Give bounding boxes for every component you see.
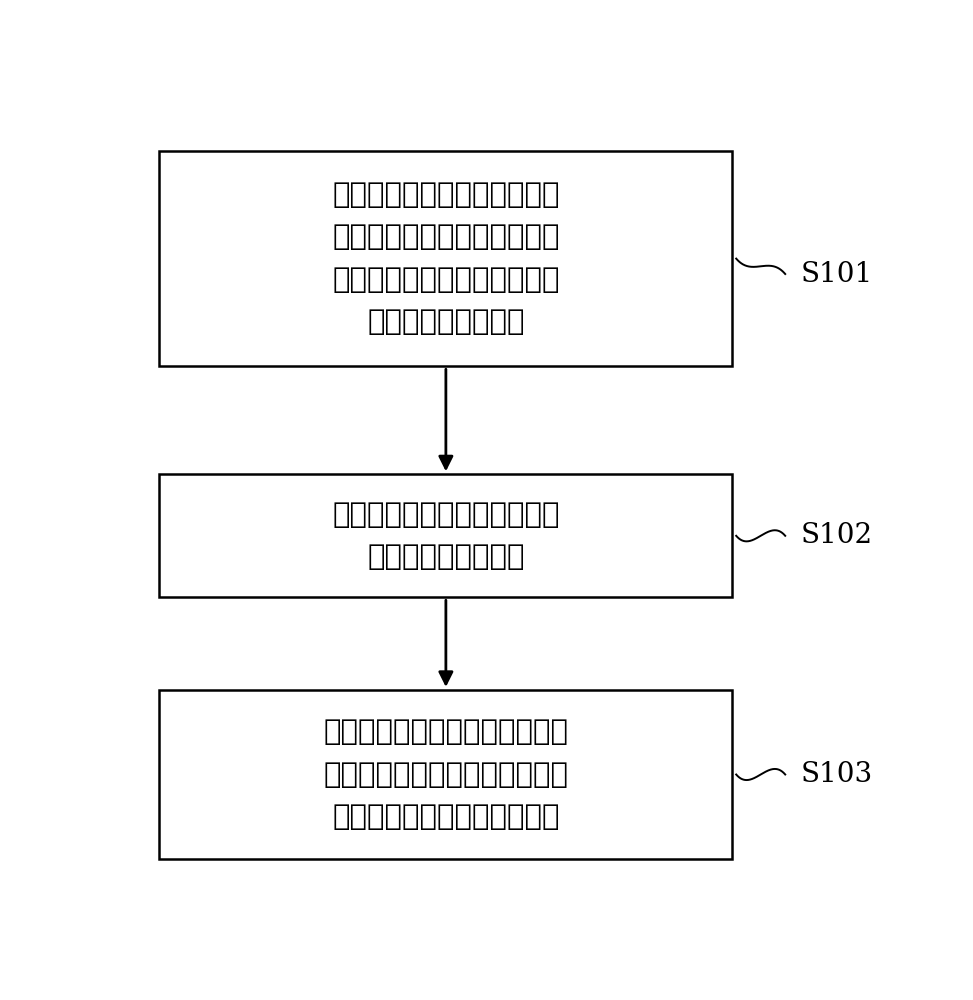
Bar (160, 151, 733, 366)
Text: 将金属镂空透光构件安装于迭级
层的洞口内，且金属镂空透光构
件的翼缘固定于饰面板的边缘: 将金属镂空透光构件安装于迭级 层的洞口内，且金属镂空透光构 件的翼缘固定于饰面板… (323, 718, 568, 831)
Text: S101: S101 (800, 260, 873, 288)
Bar (160, 690, 733, 859)
Text: S103: S103 (800, 761, 873, 788)
Text: 在框架主体上构建二级迭级造
型，在平面层上安装基层板，
安装迭级层的饰面板并于基层
板的下方形成一洞口: 在框架主体上构建二级迭级造 型，在平面层上安装基层板， 安装迭级层的饰面板并于基… (332, 181, 559, 336)
Text: S102: S102 (800, 522, 873, 549)
Text: 在平面层与迭级层之间的侧立
面上安装光产生单元: 在平面层与迭级层之间的侧立 面上安装光产生单元 (332, 501, 559, 571)
Bar (160, 474, 733, 597)
